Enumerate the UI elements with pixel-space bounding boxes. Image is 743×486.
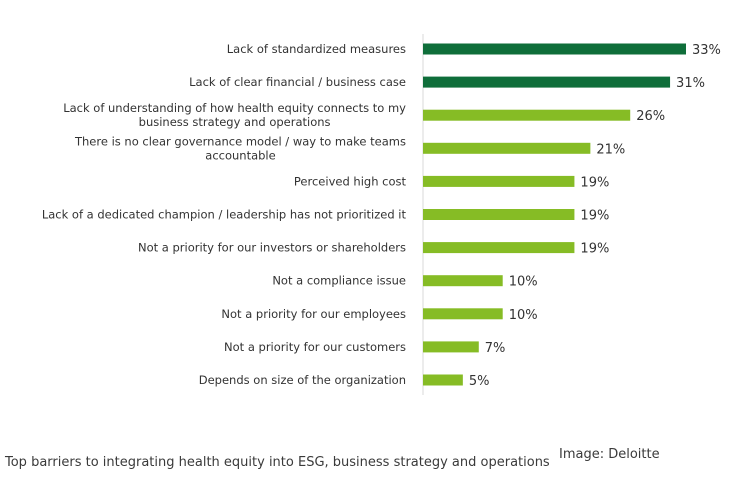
category-label: Not a priority for our customers bbox=[224, 340, 406, 354]
bar bbox=[423, 341, 479, 353]
data-label: 10% bbox=[509, 275, 538, 290]
bar bbox=[423, 209, 575, 220]
chart-caption: Top barriers to integrating health equit… bbox=[5, 455, 550, 470]
data-label: 7% bbox=[485, 341, 506, 356]
data-label: 5% bbox=[469, 374, 490, 389]
bar bbox=[423, 308, 503, 320]
bar-chart: 33% Lack of standardized measures 31% Lack … bbox=[42, 34, 721, 395]
category-label: Perceived high cost bbox=[294, 174, 407, 188]
category-label: Lack of understanding of how health equi… bbox=[63, 101, 406, 129]
category-label: Lack of standardized measures bbox=[227, 42, 406, 56]
bar bbox=[423, 43, 686, 55]
category-label: Not a priority for our investors or shar… bbox=[138, 241, 406, 255]
data-label: 26% bbox=[636, 109, 665, 124]
bar bbox=[423, 175, 575, 187]
data-label: 31% bbox=[676, 76, 705, 91]
category-label: Not a compliance issue bbox=[272, 274, 406, 288]
data-label: 21% bbox=[596, 142, 625, 157]
category-label: Not a priority for our employees bbox=[221, 307, 406, 321]
bar bbox=[423, 275, 503, 287]
image-credit: Image: Deloitte bbox=[559, 447, 660, 462]
data-label: 33% bbox=[692, 43, 721, 58]
data-label: 19% bbox=[580, 242, 609, 257]
data-label: 19% bbox=[580, 175, 609, 190]
data-label: 19% bbox=[580, 209, 609, 224]
bar bbox=[423, 242, 575, 254]
bar bbox=[423, 142, 591, 154]
bar bbox=[423, 109, 631, 121]
category-label: There is no clear governance model / way… bbox=[74, 134, 406, 162]
data-label: 10% bbox=[509, 308, 538, 323]
category-label: Depends on size of the organization bbox=[199, 373, 406, 387]
category-label: Lack of a dedicated champion / leadershi… bbox=[42, 208, 407, 222]
bar bbox=[423, 76, 671, 88]
bar bbox=[423, 374, 463, 386]
category-label: Lack of clear financial / business case bbox=[189, 75, 406, 89]
